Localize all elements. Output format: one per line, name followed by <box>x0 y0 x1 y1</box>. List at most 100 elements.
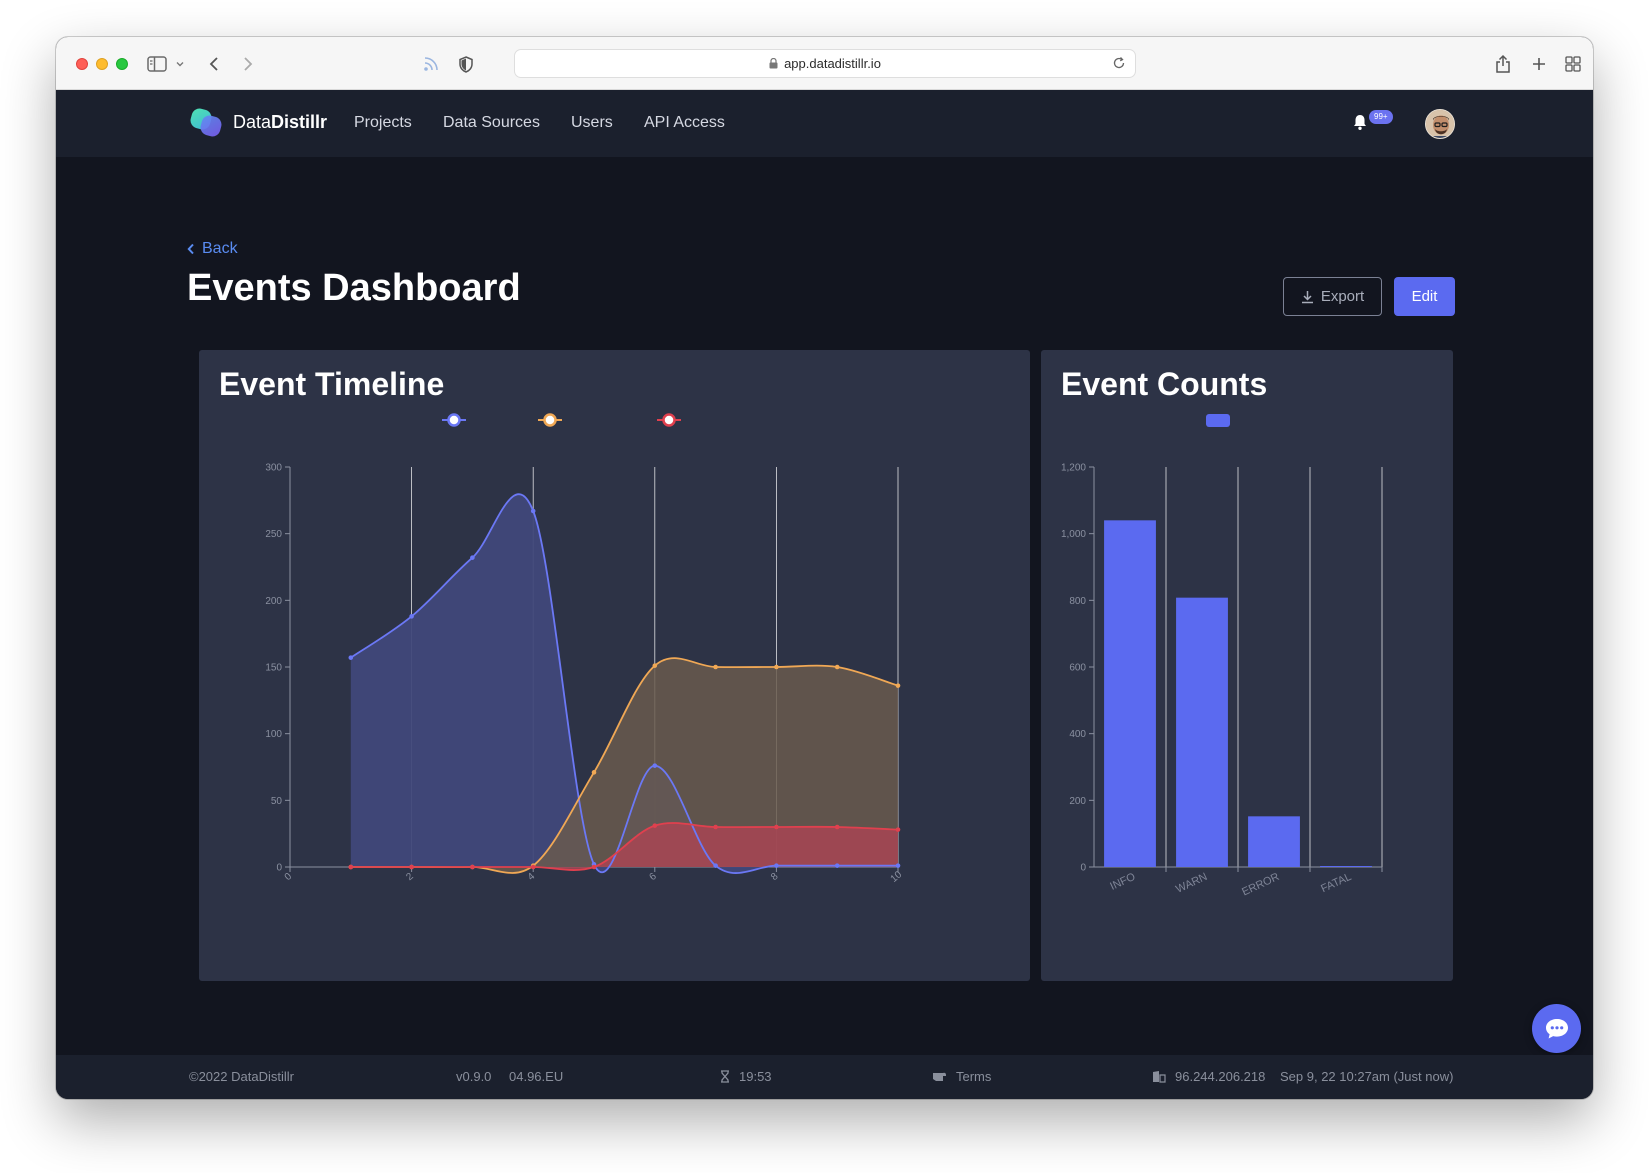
footer-terms-label: Terms <box>956 1069 992 1084</box>
datadistillr-logo[interactable] <box>189 106 225 140</box>
y-tick-label: 0 <box>276 863 282 874</box>
address-bar[interactable]: app.datadistillr.io <box>514 49 1136 78</box>
user-avatar[interactable] <box>1425 109 1455 139</box>
y-tick-label: 100 <box>265 729 282 740</box>
series-1-point <box>409 614 414 619</box>
share-icon[interactable] <box>1494 51 1512 77</box>
y-tick-label: 800 <box>1069 596 1086 607</box>
series-2-point <box>591 770 597 775</box>
series-2-point <box>713 664 718 670</box>
notification-count-badge: 99+ <box>1369 110 1393 124</box>
y-tick-label: 200 <box>1069 796 1086 807</box>
nav-link-projects[interactable]: Projects <box>354 114 412 131</box>
y-tick-label: 0 <box>1080 863 1086 874</box>
legend-item-series-3 <box>657 413 681 427</box>
bar-error <box>1248 816 1300 867</box>
x-tick-label-warn: WARN <box>1174 871 1209 896</box>
legend-item-counts <box>1206 414 1230 427</box>
notifications-bell-icon[interactable] <box>1352 113 1368 136</box>
reload-icon[interactable] <box>1112 56 1126 73</box>
sidebar-toggle-icon[interactable] <box>146 51 168 77</box>
minimize-window-button[interactable] <box>96 58 108 70</box>
x-tick-label: 6 <box>648 871 660 883</box>
series-3-point <box>834 824 840 830</box>
y-tick-label: 600 <box>1069 663 1086 674</box>
new-tab-icon[interactable] <box>1530 51 1548 77</box>
series-3-point <box>470 864 475 870</box>
page-title: Events Dashboard <box>187 267 521 309</box>
edit-button[interactable]: Edit <box>1394 277 1455 316</box>
series-2-area <box>350 658 898 873</box>
x-tick-label: 10 <box>889 869 905 885</box>
x-tick-label: 2 <box>404 871 416 883</box>
legend-marker <box>543 413 557 427</box>
footer-terms-link[interactable]: Terms <box>932 1069 991 1084</box>
legend-marker <box>662 413 676 427</box>
forward-arrow-icon[interactable] <box>240 51 256 77</box>
event-counts-chart: 0 200 400 600 800 1,000 1,200 INFO WARN ERROR FATA… <box>1061 414 1383 899</box>
legend-swatch <box>1206 414 1230 427</box>
tab-overview-icon[interactable] <box>1564 51 1582 77</box>
series-2-point <box>652 663 658 668</box>
footer-ip-value: 96.244.206.218 <box>1175 1069 1266 1084</box>
download-icon <box>1301 290 1313 303</box>
series-2-point <box>834 664 840 670</box>
series-2-point <box>774 664 779 670</box>
series-1-point <box>713 863 718 868</box>
edit-button-label: Edit <box>1411 288 1438 305</box>
nav-link-api-access[interactable]: API Access <box>644 114 725 131</box>
footer-timer-value: 19:53 <box>739 1069 772 1084</box>
building-icon <box>1153 1071 1166 1083</box>
scroll-icon <box>933 1072 947 1081</box>
footer-region: 04.96.EU <box>509 1069 564 1084</box>
browser-toolbar: app.datadistillr.io <box>56 37 1593 90</box>
export-button[interactable]: Export <box>1283 277 1382 316</box>
y-tick-label: 1,000 <box>1061 529 1086 540</box>
back-link[interactable]: Back <box>187 240 238 258</box>
x-tick-label-fatal: FATAL <box>1319 871 1353 895</box>
zoom-window-button[interactable] <box>116 58 128 70</box>
legend-item-series-1 <box>442 413 466 427</box>
brand-name-light: Data <box>233 112 272 132</box>
series-3-line <box>350 822 899 871</box>
footer-ip: 96.244.206.218 <box>1152 1069 1265 1084</box>
series-1-point <box>348 655 354 660</box>
event-timeline-card: Event Timeline 0 50 100 150 200 250 300 0 2 4 6 8 10 <box>199 350 1030 981</box>
browser-window: app.datadistillr.io Data <box>56 37 1593 1099</box>
chat-bubble-icon <box>1545 1018 1568 1038</box>
brand-name-bold: Distillr <box>271 112 328 132</box>
bar-info <box>1104 520 1156 867</box>
y-tick-label: 400 <box>1069 729 1086 740</box>
shield-icon[interactable] <box>456 51 476 77</box>
chat-support-button[interactable] <box>1532 1004 1581 1053</box>
event-counts-title: Event Counts <box>1061 366 1268 402</box>
footer-version: v0.9.0 <box>456 1069 492 1084</box>
chevron-down-icon[interactable] <box>174 51 186 77</box>
close-window-button[interactable] <box>76 58 88 70</box>
brand-name[interactable]: DataDistillr <box>233 112 327 133</box>
series-3-point <box>591 864 597 870</box>
footer-timestamp: Sep 9, 22 10:27am (Just now) <box>1280 1069 1454 1084</box>
x-tick-label: 8 <box>769 871 781 883</box>
series-1-point <box>652 763 658 768</box>
legend-marker <box>447 413 461 427</box>
series-1-point <box>774 863 779 868</box>
app-footer: ©2022 DataDistillr v0.9.0 04.96.EU 19:53… <box>56 1055 1593 1099</box>
series-3-point <box>713 824 718 830</box>
y-tick-label: 1,200 <box>1061 463 1086 474</box>
nav-link-data-sources[interactable]: Data Sources <box>443 114 540 131</box>
back-link-label: Back <box>202 240 238 257</box>
series-3-point <box>652 823 658 828</box>
y-tick-label: 250 <box>265 529 282 540</box>
nav-link-users[interactable]: Users <box>571 114 613 131</box>
series-2-point <box>895 683 901 688</box>
x-tick-label: 4 <box>526 871 538 883</box>
event-counts-card: Event Counts 0 200 400 600 800 1,000 1,200 INFO… <box>1041 350 1453 981</box>
x-tick-label: 0 <box>283 871 295 883</box>
back-arrow-icon[interactable] <box>206 51 222 77</box>
y-tick-label: 50 <box>271 796 283 807</box>
series-1-point <box>530 508 536 514</box>
rss-icon[interactable] <box>420 51 442 77</box>
series-3-point <box>409 864 414 870</box>
footer-copyright: ©2022 DataDistillr <box>189 1069 294 1084</box>
